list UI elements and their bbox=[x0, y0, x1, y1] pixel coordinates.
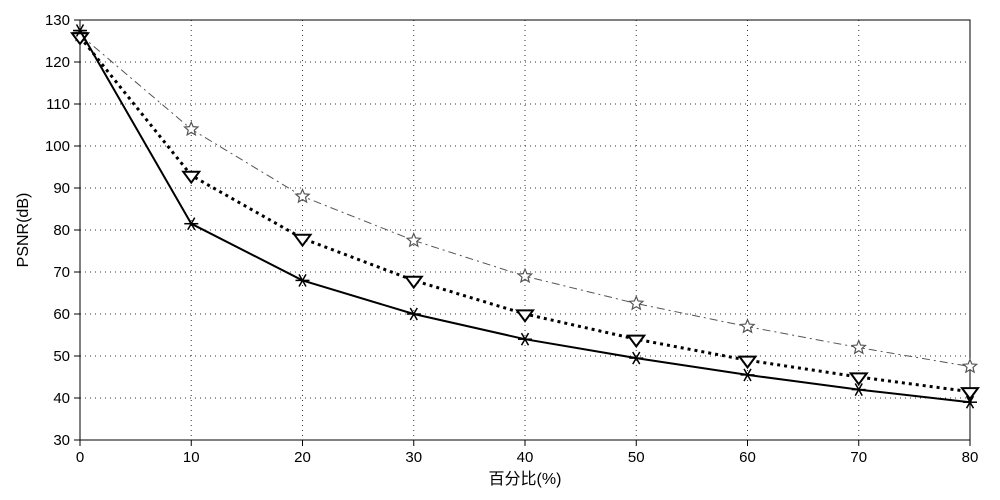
y-tick-label: 40 bbox=[53, 390, 70, 407]
y-tick-label: 130 bbox=[45, 12, 70, 29]
y-tick-label: 70 bbox=[53, 264, 70, 281]
y-tick-label: 120 bbox=[45, 54, 70, 71]
chart-container: 0 10 20 30 40 50 60 70 80 30 40 50 60 70 80 90 100 110 120… bbox=[0, 0, 1000, 500]
x-tick-label: 0 bbox=[76, 449, 84, 466]
x-tick-label: 70 bbox=[850, 449, 867, 466]
y-tick-label: 110 bbox=[46, 96, 70, 113]
chart-svg: 0 10 20 30 40 50 60 70 80 30 40 50 60 70 80 90 100 110 120… bbox=[0, 0, 1000, 500]
y-tick-label: 50 bbox=[53, 348, 70, 365]
y-axis-label: PSNR(dB) bbox=[15, 193, 32, 268]
y-tick-label: 80 bbox=[53, 222, 70, 239]
x-axis-label: 百分比(%) bbox=[489, 470, 562, 488]
x-tick-label: 30 bbox=[405, 449, 422, 466]
y-tick-label: 30 bbox=[53, 432, 70, 449]
y-tick-label: 100 bbox=[45, 138, 70, 155]
x-tick-label: 20 bbox=[294, 449, 311, 466]
x-tick-label: 60 bbox=[739, 449, 756, 466]
y-tick-label: 60 bbox=[53, 306, 70, 323]
x-tick-label: 50 bbox=[628, 449, 645, 466]
x-tick-label: 80 bbox=[962, 449, 979, 466]
y-tick-label: 90 bbox=[53, 180, 70, 197]
x-tick-label: 10 bbox=[183, 449, 200, 466]
x-tick-label: 40 bbox=[517, 449, 534, 466]
